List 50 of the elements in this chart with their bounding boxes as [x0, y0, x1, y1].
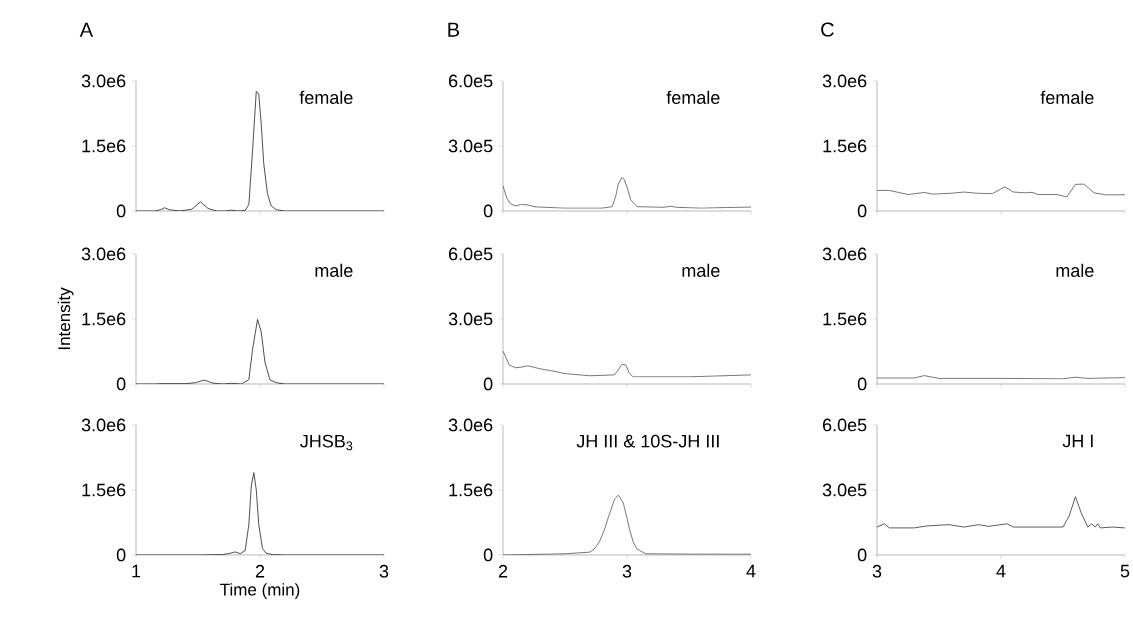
y-tick-label: 0 [116, 548, 126, 562]
y-tick-label: 0 [116, 204, 126, 218]
y-tick-label: 6.0e5 [449, 74, 493, 88]
y-axis-title: Intensity [57, 287, 74, 350]
y-tick-label: 3.0e6 [81, 74, 126, 88]
x-axis-title: Time (min) [220, 583, 300, 599]
y-tick-label: 1.5e6 [823, 312, 867, 326]
y-tick-label: 1.5e6 [82, 139, 126, 153]
y-tick-label: 3.0e5 [448, 139, 493, 153]
annotation: male [682, 263, 720, 277]
chart-title: A [79, 22, 94, 37]
annotation: male [315, 263, 353, 277]
annotation: JH III & 10S-JH III [576, 434, 719, 448]
y-tick-label: 3.0e6 [81, 247, 126, 261]
y-tick-label: 3.0e6 [822, 74, 867, 88]
x-tick-label: 2 [255, 564, 265, 578]
y-tick-label: 3.0e6 [822, 247, 867, 261]
chart-title: B [448, 22, 460, 37]
annotation: female [666, 90, 720, 104]
y-tick-label: 0 [116, 377, 126, 391]
x-tick-label: 3 [622, 564, 632, 578]
y-tick-label: 1.5e6 [82, 483, 126, 497]
annotation: JHSB$_{3}$ [300, 434, 353, 451]
y-tick-label: 3.0e5 [448, 312, 493, 326]
x-tick-label: 2 [498, 564, 508, 578]
annotation: female [1040, 90, 1094, 104]
y-tick-label: 0 [857, 548, 867, 562]
y-tick-label: 1.5e6 [82, 312, 126, 326]
y-tick-label: 3.0e6 [81, 418, 126, 432]
y-tick-label: 0 [857, 377, 867, 391]
chart-title: C [821, 22, 834, 37]
y-tick-label: 1.5e6 [823, 139, 867, 153]
annotation: male [1056, 263, 1094, 277]
x-tick-label: 4 [746, 564, 756, 578]
x-tick-label: 4 [996, 564, 1006, 578]
annotation: female [299, 90, 353, 104]
y-tick-label: 0 [483, 548, 493, 562]
y-tick-label: 6.0e5 [449, 247, 493, 261]
x-tick-label: 3 [872, 564, 882, 578]
annotation: JH I [1062, 434, 1093, 448]
y-tick-label: 6.0e5 [823, 418, 867, 432]
x-tick-label: 1 [132, 564, 141, 578]
y-tick-label: 0 [483, 204, 493, 218]
x-tick-label: 3 [379, 564, 389, 578]
y-tick-label: 1.5e6 [449, 483, 493, 497]
x-tick-label: 5 [1120, 564, 1130, 578]
y-tick-label: 3.0e6 [448, 418, 493, 432]
y-tick-label: 0 [483, 377, 493, 391]
y-tick-label: 0 [857, 204, 867, 218]
y-tick-label: 3.0e5 [822, 483, 867, 497]
